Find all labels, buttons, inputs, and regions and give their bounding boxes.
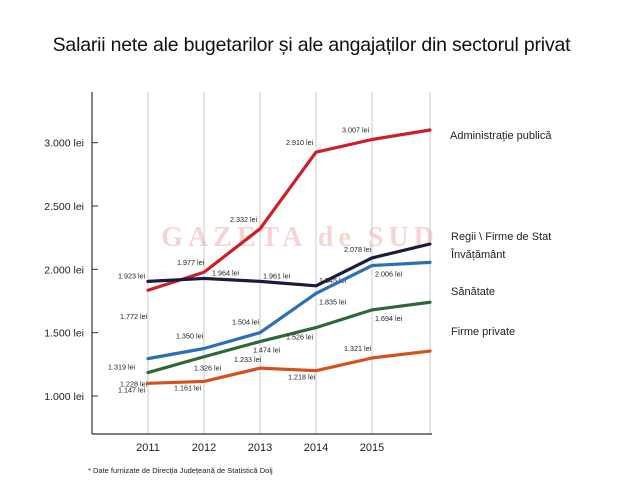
data-label: 1.835 lei [319,297,347,306]
x-tick-label: 2014 [304,442,328,454]
series-legend-label: Administrație publică [450,130,552,142]
data-label: 1.233 lei [234,355,262,364]
y-tick-label: 2.500 lei [44,201,84,213]
y-tick-label: 1.500 lei [44,328,84,340]
series-line [146,242,432,288]
data-label: 1.526 lei [286,333,314,342]
y-tick-label: 3.000 lei [44,138,84,150]
series-legend-label: Regii \ Firme de Stat [451,231,551,243]
y-tick-label: 2.000 lei [44,264,84,276]
data-label: 2.006 lei [375,270,403,279]
series-line [146,128,432,292]
data-label: 1.319 lei [108,363,136,372]
data-label: 1.326 lei [194,364,222,373]
watermark: GAZETA de SUD [161,222,439,253]
chart-title: Salarii nete ale bugetarilor și ale anga… [52,34,571,56]
data-label: 1.694 lei [375,314,403,323]
series-line [146,260,432,361]
data-label: 1.321 lei [344,344,372,353]
data-label: 1.964 lei [212,268,240,277]
data-label: 1.474 lei [253,346,281,355]
data-label: 1.961 lei [263,271,291,280]
data-label: 2.078 lei [344,245,372,254]
data-label: 1.218 lei [288,373,316,382]
data-label: 1.504 lei [232,318,260,327]
data-label: 1.772 lei [120,312,148,321]
x-tick-label: 2015 [360,442,384,454]
data-label: 3.007 lei [342,126,370,135]
y-tick-label: 1.000 lei [44,391,84,403]
x-tick-label: 2013 [248,442,272,454]
series-line [146,349,432,385]
data-label: 1.845 lei [319,276,347,285]
x-tick-label: 2012 [192,442,216,454]
series-legend-label: Învățământ [450,248,505,261]
data-label: 1.350 lei [176,332,204,341]
footnote: * Date furnizate de Direcția Județeană d… [88,466,273,475]
series-legend-label: Firme private [451,326,515,338]
data-label: 1.228 lei [120,380,148,389]
data-label: 2.332 lei [230,215,258,224]
data-label: 1.161 lei [174,383,202,392]
data-label: 1.923 lei [118,271,146,280]
data-label: 2.910 lei [286,138,314,147]
x-tick-label: 2011 [136,442,160,454]
data-label: 1.977 lei [177,258,205,267]
series-line [146,300,432,375]
data-label: 1.147 lei [118,385,146,394]
series-legend-label: Sănătate [451,286,495,298]
